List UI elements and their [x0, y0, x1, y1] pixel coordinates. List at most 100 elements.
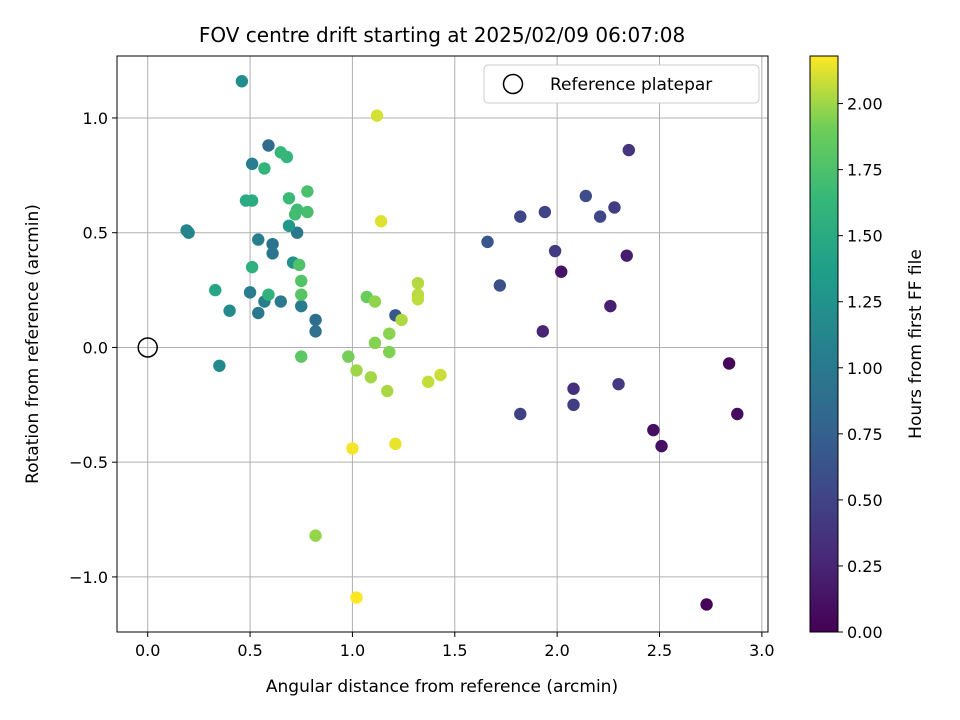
colorbar-tick-label: 0.25 [847, 557, 883, 576]
data-point [608, 201, 621, 214]
data-point [567, 382, 580, 395]
colorbar-ticks: 0.00 0.25 0.50 0.75 1.00 1.25 1.50 1.75 2.00 [838, 95, 883, 642]
data-point [538, 205, 552, 219]
data-points [180, 75, 744, 611]
data-point [290, 226, 304, 239]
y-tick-label: −0.5 [69, 453, 108, 472]
data-point [731, 407, 744, 421]
colorbar-tick-label: 0.00 [847, 623, 883, 642]
data-point [213, 359, 226, 373]
legend-box [483, 64, 760, 104]
data-point [282, 192, 296, 205]
colorbar-tick-label: 1.50 [847, 227, 883, 246]
colorbar-tick-label: 2.00 [847, 95, 883, 114]
data-point [434, 368, 447, 382]
data-point [301, 205, 314, 219]
data-point [383, 327, 396, 340]
data-point [243, 286, 257, 299]
data-point [235, 75, 249, 88]
data-point [209, 283, 222, 297]
data-point [421, 375, 435, 389]
y-tick-label: 1.0 [83, 109, 108, 128]
data-point [411, 276, 425, 290]
data-point [383, 345, 396, 359]
data-point [548, 244, 562, 258]
reference-marker-layer [137, 337, 158, 358]
data-point [655, 439, 668, 453]
data-point [282, 219, 296, 233]
reference-platepar-marker [137, 337, 158, 358]
data-point [295, 288, 308, 301]
data-point [368, 295, 382, 308]
data-point [288, 208, 302, 221]
data-point [368, 336, 382, 350]
data-point [364, 371, 378, 384]
colorbar-tick-label: 1.75 [847, 161, 883, 180]
data-point [700, 598, 713, 611]
x-tick-label: 2.5 [647, 641, 672, 660]
data-point [295, 274, 308, 288]
data-point [258, 162, 271, 175]
data-point [262, 288, 275, 301]
y-tick-label: 0.0 [83, 338, 108, 357]
grid [117, 56, 768, 632]
colorbar-label: Hours from first FF file [906, 249, 926, 439]
colorbar-tick-label: 1.25 [847, 293, 883, 312]
data-point [252, 306, 265, 320]
data-point [593, 210, 607, 223]
x-tick-label: 2.0 [544, 641, 569, 660]
data-point [245, 157, 259, 171]
data-point [274, 295, 287, 308]
data-point [555, 265, 568, 278]
data-point [350, 364, 363, 377]
legend-marker-reference [502, 73, 524, 95]
data-point [245, 260, 259, 274]
x-tick-label: 0.0 [135, 641, 160, 660]
x-tick-label: 0.5 [237, 641, 262, 660]
colorbar: 0.00 0.25 0.50 0.75 1.00 1.25 1.50 1.75 2.00 Hou… [809, 55, 926, 642]
y-axis-label: Rotation from reference (arcmin) [23, 204, 43, 484]
x-axis-label: Angular distance from reference (arcmin) [266, 677, 618, 697]
data-point [411, 293, 425, 306]
data-point [514, 407, 527, 421]
x-tick-label: 3.0 [749, 641, 774, 660]
colorbar-tick-label: 1.00 [847, 359, 883, 378]
data-point [374, 215, 388, 228]
data-point [620, 249, 633, 262]
plot-area [117, 56, 768, 632]
data-point [301, 185, 314, 198]
data-point [266, 247, 279, 260]
legend: Reference platepar [483, 64, 760, 104]
data-point [493, 279, 507, 292]
plot-frame [116, 55, 769, 633]
data-point [370, 109, 384, 122]
x-tick-label: 1.5 [442, 641, 467, 660]
x-axis: 0.0 0.5 1.0 1.5 2.0 2.5 3.0 [135, 632, 775, 660]
data-point [381, 384, 394, 398]
data-point [292, 258, 306, 272]
data-point [647, 423, 660, 437]
data-point [274, 146, 287, 159]
data-point [612, 377, 625, 391]
data-point [350, 591, 363, 604]
data-point [622, 143, 635, 157]
data-point [266, 237, 279, 251]
y-tick-label: −1.0 [69, 568, 108, 587]
legend-label-reference: Reference platepar [550, 75, 712, 95]
colorbar-tick-label: 0.50 [847, 491, 883, 510]
data-point [536, 325, 550, 338]
data-point [481, 235, 494, 249]
data-point [567, 398, 580, 412]
data-point [346, 442, 359, 455]
data-point [579, 189, 593, 203]
data-point [252, 233, 265, 246]
data-point [295, 350, 308, 363]
data-point [309, 529, 322, 542]
data-point [514, 210, 527, 223]
data-point [262, 139, 275, 152]
data-point [309, 313, 322, 327]
data-point [182, 226, 195, 239]
colorbar-tick-label: 0.75 [847, 425, 883, 444]
